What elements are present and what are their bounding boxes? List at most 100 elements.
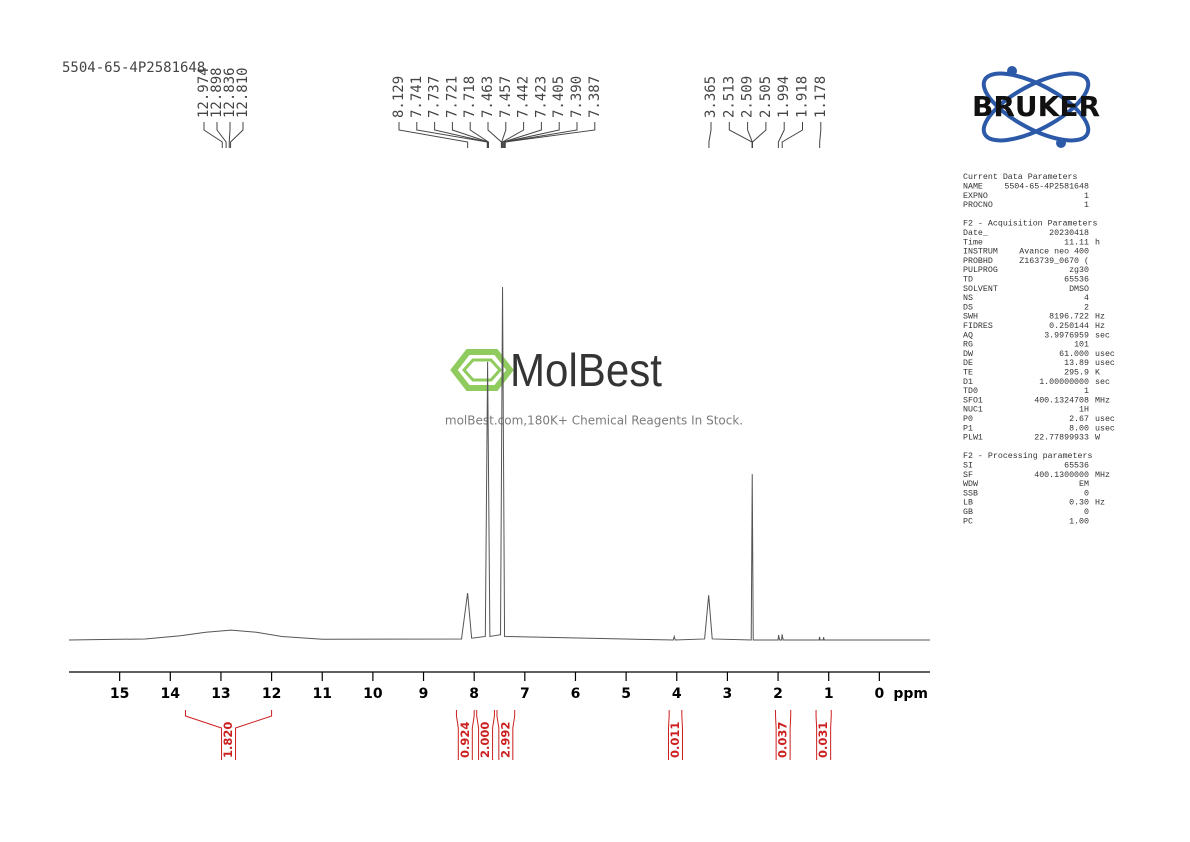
parameter-unit: Hz xyxy=(1095,322,1105,331)
peak-label: 12.810 xyxy=(235,67,251,118)
peak-label: 2.509 xyxy=(740,76,756,118)
parameter-name: DS xyxy=(963,303,973,312)
parameter-name: Date_ xyxy=(963,229,988,238)
parameter-value: 4 xyxy=(1084,294,1089,303)
integral-bracket xyxy=(471,710,475,760)
parameter-value: 1H xyxy=(1079,406,1089,415)
parameter-value: Avance neo 400 xyxy=(1019,248,1089,257)
integral-bracket xyxy=(830,710,832,760)
parameter-unit: Hz xyxy=(1095,499,1105,508)
peak-label-connector xyxy=(203,122,223,148)
parameter-name: SWH xyxy=(963,313,978,322)
x-tick-label: 10 xyxy=(363,686,383,702)
integral-label: 0.037 xyxy=(776,722,790,758)
parameter-name: FIDRES xyxy=(963,322,993,331)
x-tick-label: 8 xyxy=(469,686,479,702)
parameter-name: TD0 xyxy=(963,387,978,396)
parameter-unit: K xyxy=(1095,368,1100,377)
parameter-unit: sec xyxy=(1095,331,1110,340)
x-tick-label: 1 xyxy=(824,686,834,702)
peak-label-connector xyxy=(398,122,469,148)
peak-label-connector xyxy=(230,122,244,148)
parameter-name: SFO1 xyxy=(963,396,983,405)
parameter-section-title: Current Data Parameters xyxy=(963,173,1078,182)
peak-label: 7.387 xyxy=(587,76,603,118)
peak-label-connector xyxy=(502,122,542,148)
peak-label: 8.129 xyxy=(391,76,407,118)
parameter-value: 8196.722 xyxy=(1049,313,1089,322)
bruker-logo: BRUKER xyxy=(972,66,1100,148)
x-tick-label: 14 xyxy=(161,686,181,702)
integral-bracket xyxy=(455,710,459,760)
parameter-name: P1 xyxy=(963,424,973,433)
parameter-unit: usec xyxy=(1095,424,1115,433)
integral-label: 0.924 xyxy=(458,722,472,758)
logo-orbit xyxy=(981,71,1091,143)
peak-label: 7.737 xyxy=(427,76,443,118)
parameter-section-title: F2 - Acquisition Parameters xyxy=(963,219,1097,229)
spectrum-line xyxy=(68,286,930,641)
x-tick-label: 6 xyxy=(571,686,581,702)
peak-label: 7.718 xyxy=(462,76,478,118)
peak-label-connector xyxy=(751,122,767,148)
peak-label-connector xyxy=(487,122,502,148)
parameter-name: SOLVENT xyxy=(963,285,998,294)
parameter-unit: Hz xyxy=(1095,313,1105,322)
parameter-value: 22.77899933 xyxy=(1034,434,1089,443)
parameter-unit: usec xyxy=(1095,359,1115,368)
integral-label: 0.011 xyxy=(668,722,682,758)
logo-dot xyxy=(1056,138,1066,148)
parameter-value: Z163739_0670 ( xyxy=(1019,256,1089,266)
x-tick-label: 7 xyxy=(520,686,530,702)
parameter-name: WDW xyxy=(963,480,978,489)
parameter-name: DW xyxy=(963,350,973,359)
peak-label-connector xyxy=(216,122,227,148)
x-tick-label: 9 xyxy=(419,686,429,702)
parameter-value: 1 xyxy=(1084,201,1089,210)
integral-bracket xyxy=(681,710,683,760)
integral-bracket xyxy=(492,710,495,760)
parameter-value: 0.250144 xyxy=(1049,322,1089,331)
peak-label: 7.405 xyxy=(551,76,567,118)
parameter-name: INSTRUM xyxy=(963,248,998,257)
parameter-name: TE xyxy=(963,368,973,377)
parameter-name: SSB xyxy=(963,489,978,498)
parameter-unit: W xyxy=(1095,434,1100,443)
parameter-section-title: F2 - Processing parameters xyxy=(963,451,1092,461)
parameter-name: NUC1 xyxy=(963,406,983,415)
x-axis-label: ppm xyxy=(893,686,928,702)
logo-orbit xyxy=(981,71,1091,143)
parameter-unit: MHz xyxy=(1095,396,1110,405)
parameter-name: LB xyxy=(963,499,973,508)
parameter-value: 5504-65-4P2581648 xyxy=(1004,182,1089,191)
parameter-value: 400.1300000 xyxy=(1034,471,1089,480)
parameter-name: PLW1 xyxy=(963,434,983,443)
peak-label: 7.390 xyxy=(569,76,585,118)
peak-label: 7.423 xyxy=(533,76,549,118)
parameter-name: D1 xyxy=(963,378,973,387)
parameter-unit: h xyxy=(1095,237,1100,247)
peak-label-connector xyxy=(434,122,488,148)
x-tick-label: 13 xyxy=(211,686,230,702)
watermark: MolBest molBest.com,180K+ Chemical Reage… xyxy=(445,344,743,427)
peak-label-connector xyxy=(501,122,525,148)
parameter-value: 61.000 xyxy=(1059,350,1089,359)
parameter-name: AQ xyxy=(963,331,973,340)
integral-label: 2.992 xyxy=(498,722,512,758)
parameter-value: zg30 xyxy=(1069,266,1089,275)
parameter-value: 3.9976959 xyxy=(1044,331,1089,340)
parameter-value: EM xyxy=(1079,480,1089,489)
parameter-value: 2.67 xyxy=(1069,415,1089,424)
integral-bracket xyxy=(815,710,818,760)
parameter-value: 400.1324708 xyxy=(1034,396,1089,405)
peak-label-connector xyxy=(469,122,489,148)
peak-label: 1.918 xyxy=(795,76,811,118)
parameter-name: GB xyxy=(963,508,973,517)
parameter-value: 8.00 xyxy=(1069,424,1089,433)
x-tick-label: 5 xyxy=(621,686,631,702)
integral-bracket xyxy=(184,710,223,760)
parameter-value: 1 xyxy=(1084,192,1089,201)
peak-label: 7.721 xyxy=(444,76,460,118)
parameter-name: Time xyxy=(963,237,983,247)
parameter-value: 2 xyxy=(1084,303,1089,312)
